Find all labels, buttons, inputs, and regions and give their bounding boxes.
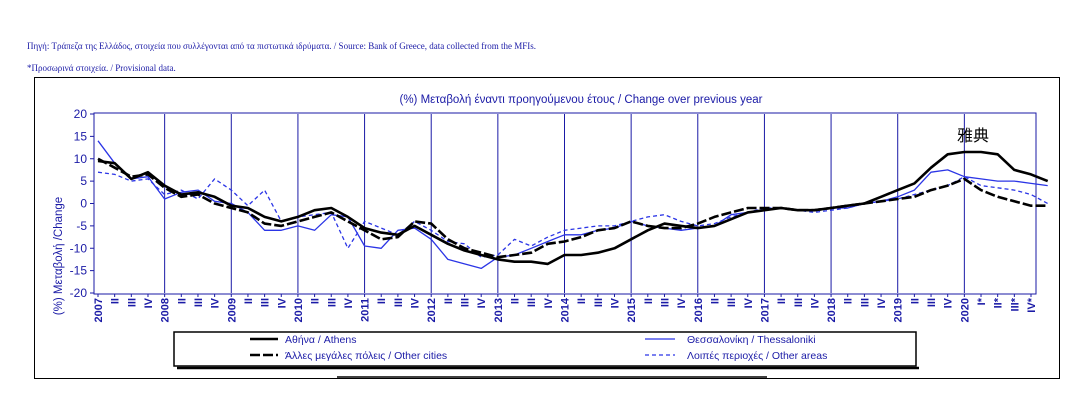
y-tick-label: -15 <box>70 264 88 278</box>
x-tick-label: IV <box>410 297 422 308</box>
x-tick-label: 2011 <box>360 298 372 322</box>
x-tick-label: III <box>193 298 205 307</box>
x-tick-label: 2015 <box>626 298 638 322</box>
legend: Αθήνα / Athens Θεσσαλονίκη / Thessaloniki… <box>173 331 919 370</box>
x-tick-label: I* <box>976 297 988 305</box>
x-tick-label: 2020 <box>959 298 971 322</box>
y-tick-label: -5 <box>76 219 87 233</box>
x-tick-label: II <box>576 298 588 304</box>
legend-items: Αθήνα / Athens Θεσσαλονίκη / Thessaloniki… <box>250 334 827 362</box>
x-tick-label: 2019 <box>893 298 905 322</box>
series-line-2 <box>97 140 1048 270</box>
x-tick-label: II <box>643 298 655 304</box>
x-tick-label: 2007 <box>93 298 105 322</box>
x-tick-label: IV <box>210 297 222 308</box>
x-tick-label: 2013 <box>493 298 505 322</box>
y-tick-label: 0 <box>80 197 87 211</box>
y-tick-label: 5 <box>80 174 87 188</box>
legend-label-2: Θεσσαλονίκη / Thessaloniki <box>687 334 816 346</box>
x-tick-label: IV <box>476 297 488 308</box>
x-ticks: 2007 II III IV 2008 II III IV 2009 II III IV 2010 II I… <box>93 294 1038 322</box>
x-tick-label: 2012 <box>426 298 438 322</box>
x-tick-label: III* <box>1009 297 1021 311</box>
series-line-1 <box>97 150 1049 266</box>
x-tick-label: 2010 <box>293 298 305 322</box>
y-tick-label: -10 <box>70 241 88 255</box>
athens-annotation: 雅典 <box>957 127 989 145</box>
x-tick-label: IV <box>876 297 888 308</box>
x-tick-label: IV <box>276 297 288 308</box>
x-tick-label: II <box>443 298 455 304</box>
x-tick-label: 2018 <box>826 298 838 322</box>
x-tick-label: II <box>510 298 522 304</box>
x-tick-label: III <box>526 298 538 307</box>
x-tick-label: 2008 <box>160 298 172 322</box>
x-tick-label: II* <box>993 297 1005 308</box>
legend-box <box>173 331 917 367</box>
x-tick-label: 2014 <box>560 297 572 322</box>
legend-label-3: Άλλες μεγάλες πόλεις / Other cities <box>285 350 447 362</box>
chart-title: (%) Μεταβολή έναντι προηγούμενου έτους /… <box>400 94 763 106</box>
x-tick-label: III <box>726 298 738 307</box>
x-tick-label: 2016 <box>693 298 705 322</box>
x-tick-label: II <box>909 298 921 304</box>
x-tick-label: III <box>460 298 472 307</box>
x-tick-label: III <box>393 298 405 307</box>
y-tick-label: -20 <box>70 286 88 300</box>
x-tick-label: IV <box>609 297 621 308</box>
legend-label-1: Αθήνα / Athens <box>285 334 356 346</box>
x-tick-label: III <box>260 298 272 307</box>
legend-label-4: Λοιπές περιοχές / Other areas <box>687 350 827 362</box>
line-chart: (%) Μεταβολή έναντι προηγούμενου έτους /… <box>53 94 1049 378</box>
y-tick-label: 20 <box>74 107 88 121</box>
x-tick-label: IV <box>543 297 555 308</box>
series-line-4 <box>97 171 1049 258</box>
x-tick-label: III <box>593 298 605 307</box>
x-tick-label: III <box>126 298 138 307</box>
x-tick-label: IV <box>943 297 955 308</box>
x-tick-label: IV <box>743 297 755 308</box>
series-line-3 <box>97 157 1048 259</box>
provisional-note: *Προσωρινά στοιχεία. / Provisional data. <box>27 63 176 73</box>
chart-frame: (%) Μεταβολή έναντι προηγούμενου έτους /… <box>34 77 1060 379</box>
x-tick-label: II <box>843 298 855 304</box>
y-ticks: 20 15 10 5 0 -5 -10 -15 -20 <box>70 107 94 300</box>
x-tick-label: III <box>926 298 938 307</box>
x-tick-label: II <box>776 298 788 304</box>
x-tick-label: III <box>326 298 338 307</box>
grid-lines <box>164 114 965 293</box>
y-axis-label: (%) Μεταβολή /Change <box>53 197 65 315</box>
x-tick-label: II <box>310 298 322 304</box>
x-tick-label: IV <box>343 297 355 308</box>
x-tick-label: IV <box>143 297 155 308</box>
x-tick-label: 2009 <box>226 298 238 322</box>
y-tick-label: 10 <box>74 152 88 166</box>
x-tick-label: III <box>659 298 671 307</box>
x-tick-label: IV <box>809 297 821 308</box>
source-note: Πηγή: Τράπεζα της Ελλάδος, στοιχεία που … <box>27 41 536 51</box>
x-tick-label: II <box>243 298 255 304</box>
x-tick-label: II <box>110 298 122 304</box>
x-tick-label: III <box>859 298 871 307</box>
x-tick-label: IV* <box>1026 297 1038 312</box>
x-tick-label: III <box>793 298 805 307</box>
x-tick-label: 2017 <box>759 298 771 322</box>
x-tick-label: II <box>376 298 388 304</box>
x-tick-label: II <box>709 298 721 304</box>
x-tick-label: IV <box>676 297 688 308</box>
series-lines <box>97 140 1049 270</box>
y-tick-label: 15 <box>74 129 88 143</box>
x-tick-label: II <box>176 298 188 304</box>
